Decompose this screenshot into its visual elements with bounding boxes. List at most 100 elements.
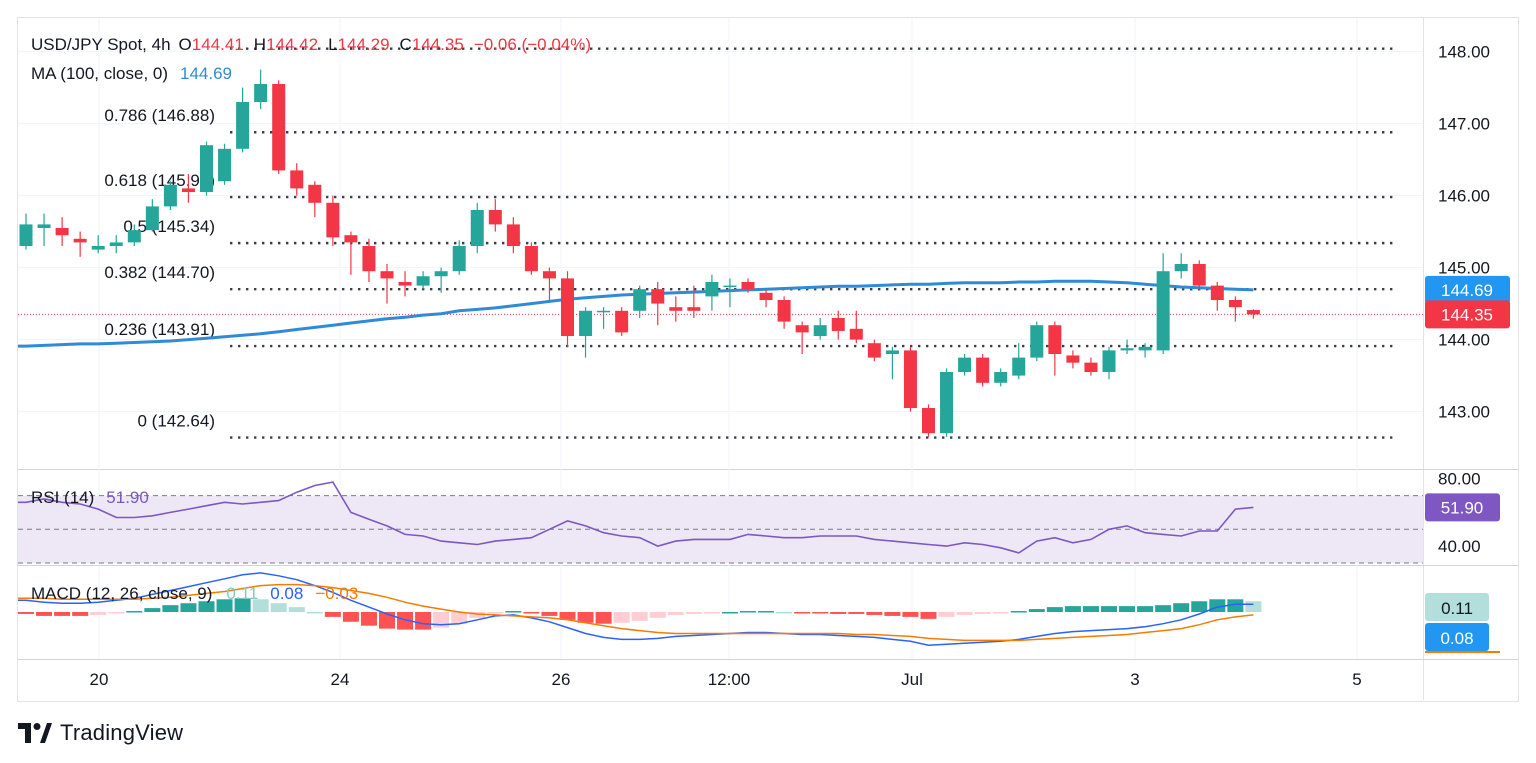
candle-body: [903, 350, 917, 408]
candle-body: [91, 246, 105, 250]
candle-body: [218, 148, 232, 182]
macd-histogram-bar: [234, 598, 251, 612]
tradingview-logo-icon: [18, 723, 52, 743]
y-tick-label: 144.00: [1438, 331, 1490, 350]
candle-body: [290, 170, 304, 189]
macd-histogram-bar: [830, 612, 847, 614]
macd-histogram-bar: [740, 611, 756, 613]
macd-histogram-bar: [36, 612, 53, 616]
macd-histogram-bar: [469, 612, 486, 618]
x-tick-label: 3: [1130, 670, 1139, 689]
ma-price-tag: [1425, 275, 1510, 304]
x-tick-label: 5: [1352, 670, 1361, 689]
candle-body: [994, 372, 1008, 383]
macd-histogram-bar: [595, 612, 612, 624]
candle-body: [669, 307, 683, 311]
macd-histogram-bar: [1046, 607, 1063, 612]
macd-histogram-bar: [505, 611, 522, 613]
candle-body: [416, 276, 430, 286]
macd-histogram-bar: [18, 612, 34, 614]
candle-body: [940, 372, 954, 434]
y-tick-label: 148.00: [1438, 43, 1490, 62]
macd-histogram-bar: [1191, 601, 1208, 612]
candle-body: [362, 246, 376, 272]
candle-body: [795, 325, 809, 333]
macd-histogram-bar: [379, 612, 395, 629]
candle-body: [19, 224, 33, 246]
macd-histogram-bar: [974, 612, 991, 614]
candle-body: [597, 310, 611, 313]
y-tick-label: 145.00: [1438, 259, 1490, 278]
candle-body: [488, 210, 502, 225]
macd-histogram-bar: [703, 612, 720, 614]
price-tags: 51.90 0.11 0.08 144.69 144.35: [1425, 275, 1510, 653]
moving-average[interactable]: [18, 279, 1254, 348]
macd-histogram-bar: [649, 612, 666, 618]
macd-histogram-bar: [216, 599, 233, 612]
macd-histogram-bar: [306, 612, 323, 614]
rsi-legend[interactable]: RSI (14) 51.90: [31, 488, 149, 507]
candle-body: [687, 307, 701, 311]
candle-body: [976, 357, 990, 383]
legend-ma[interactable]: MA (100, close, 0) 144.69: [31, 64, 232, 83]
rsi-value-tag: [1425, 493, 1500, 522]
x-tick-label: 20: [90, 670, 109, 689]
candle-body: [452, 246, 466, 272]
candle-body: [1012, 357, 1026, 376]
chart-frame: [17, 17, 1519, 702]
macd-histogram-bar: [162, 605, 179, 612]
candle-body: [398, 282, 412, 286]
brand-name: TradingView: [60, 720, 184, 745]
macd-histogram-bar: [812, 612, 829, 614]
macd-histogram-bar: [1101, 606, 1117, 612]
candlesticks[interactable]: [19, 69, 1260, 437]
candle-body: [1048, 325, 1062, 354]
macd-histogram-bar: [360, 612, 377, 626]
macd-histogram-bar: [541, 612, 558, 616]
candle-body: [470, 210, 484, 246]
candle-body: [849, 328, 863, 340]
candle-body: [200, 145, 213, 192]
macd-histogram-bar: [577, 612, 594, 623]
candle-body: [1192, 264, 1206, 286]
macd-pane[interactable]: [18, 572, 1262, 646]
fibonacci-levels[interactable]: 0.786 (146.88)0.618 (145.98)0.5 (145.34)…: [18, 47, 1423, 439]
macd-histogram-bar: [198, 601, 215, 612]
macd-histogram-bar: [667, 612, 684, 615]
candle-body: [181, 188, 195, 192]
y-tick-label: 143.00: [1438, 403, 1490, 422]
rsi-pane[interactable]: [18, 481, 1423, 564]
ma-100-line: [18, 279, 1254, 348]
macd-histogram-bar: [1227, 599, 1244, 612]
rsi-y-tick-label: 80.00: [1438, 470, 1481, 489]
macd-histogram-bar: [902, 612, 919, 617]
legend-symbol[interactable]: USD/JPY Spot, 4h O144.41 H144.42 L144.29 C14…: [31, 35, 591, 54]
macd-histogram-bar: [342, 612, 359, 622]
macd-histogram-bar: [451, 612, 468, 624]
candle-body: [1156, 271, 1170, 351]
macd-histogram-bar: [866, 612, 883, 615]
rsi-y-tick-label: 40.00: [1438, 537, 1481, 556]
macd-histogram-bar: [415, 612, 432, 630]
axes[interactable]: 20 24 26 12:00 Jul 3 5 148.00 147.00 146.00 145.00…: [90, 43, 1490, 689]
macd-histogram-bar: [180, 603, 197, 612]
x-tick-label: 12:00: [708, 670, 751, 689]
candle-body: [1246, 310, 1260, 315]
macd-histogram-bar: [108, 612, 125, 614]
macd-histogram-bar: [487, 612, 504, 614]
candle-body: [109, 242, 123, 246]
macd-histogram-bar: [252, 599, 269, 612]
macd-histogram-bar: [776, 612, 793, 614]
macd-value-tag: [1425, 623, 1489, 651]
candle-body: [326, 202, 340, 238]
macd-histogram-bar: [270, 603, 287, 612]
macd-histogram-bar: [956, 612, 973, 615]
candle-body: [741, 282, 755, 290]
macd-histogram-bar: [848, 612, 865, 614]
macd-histogram-bar: [72, 612, 89, 616]
macd-histogram-bar: [613, 612, 630, 623]
fib-level-label: 0.236 (143.91): [104, 320, 215, 339]
tradingview-brand[interactable]: TradingView: [18, 718, 183, 748]
macd-legend[interactable]: MACD (12, 26, close, 9) 0.11 0.08 −0.03: [31, 584, 358, 603]
